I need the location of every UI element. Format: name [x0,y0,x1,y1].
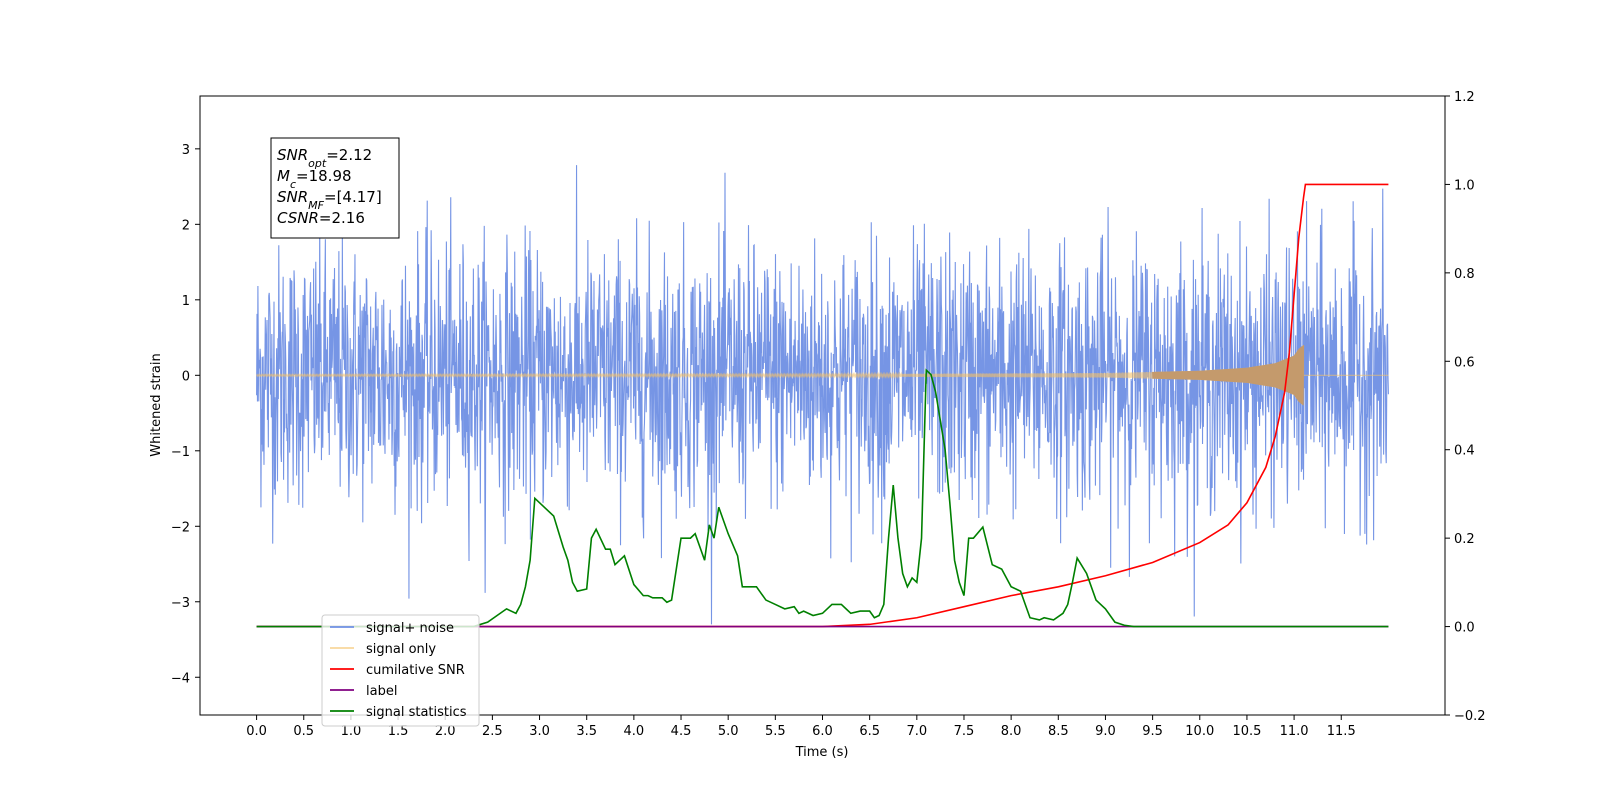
y-tick-label-right: 0.2 [1454,532,1475,547]
y-tick-label-left: −1 [171,445,190,460]
x-tick-label: 7.0 [906,724,927,739]
series-line-signal-only [256,345,1389,405]
legend-label-signal-only: signal only [366,642,436,657]
y-tick-label-left: 1 [182,294,190,309]
y-tick-label-left: −2 [171,520,190,535]
x-tick-label: 10.0 [1185,724,1214,739]
series-line-signal-noise [256,165,1389,625]
annotation-line: CSNR=2.16 [277,209,365,227]
y-tick-label-right: −0.2 [1454,709,1486,724]
y-axis-left: −4 −3 −2 −1 0 1 2 3 [171,143,200,686]
annotation-value: =18.98 [296,167,352,185]
legend-label-signal-noise: signal+ noise [366,621,454,636]
x-axis-title: Time (s) [795,745,849,760]
series-line-cumilative-snr [256,183,1389,628]
x-tick-label: 8.5 [1048,724,1069,739]
y-axis-title: Whitened strain [149,353,164,456]
x-tick-label: 4.0 [624,724,645,739]
annotation-frame [270,137,400,239]
annotation-symbol: CSNR [277,209,319,227]
x-tick-label: 3.5 [576,724,597,739]
annotation-line: Mc=18.98 [277,167,352,191]
legend: signal+ noise signal only cumilative SNR la… [321,614,480,727]
x-tick-label: 11.5 [1327,724,1356,739]
series-layer [256,165,1389,628]
legend-label-cumilative-snr: cumilative SNR [366,663,465,678]
annotation-subscript: c [290,178,296,191]
annotation-subscript: opt [308,157,327,170]
x-tick-label: 3.0 [529,724,550,739]
legend-label-signal-statistics: signal statistics [366,705,467,720]
y-tick-label-right: 0.6 [1454,355,1475,370]
y-tick-label-right: 0.0 [1454,621,1475,636]
x-tick-label: 1.0 [341,724,362,739]
x-tick-label: 11.0 [1280,724,1309,739]
annotation-value: =2.12 [326,146,372,164]
series-line-signal-statistics [256,368,1389,628]
y-tick-label-right: 1.0 [1454,178,1475,193]
x-tick-label: 6.0 [812,724,833,739]
annotation-value: =2.16 [319,209,365,227]
annotation-symbol: M [277,167,290,185]
x-axis: 0.0 0.5 1.0 1.5 2.0 2.5 3.0 3.5 4.0 4.5 5.0 5.5 6.0 6… [246,715,1356,739]
y-tick-label-left: 0 [182,369,190,384]
y-tick-label-left: 3 [182,143,190,158]
x-tick-label: 8.0 [1001,724,1022,739]
annotation-line: SNRMF=[4.17] [277,188,382,212]
x-tick-label: 6.5 [859,724,880,739]
x-tick-label: 7.5 [954,724,975,739]
x-tick-label: 0.5 [293,724,314,739]
annotation-symbol: SNR [277,146,308,164]
x-tick-label: 10.5 [1232,724,1261,739]
y-tick-label-left: −4 [171,671,190,686]
x-tick-label: 2.0 [435,724,456,739]
x-tick-label: 5.0 [718,724,739,739]
y-tick-label-right: 0.4 [1454,444,1475,459]
annotation-subscript: MF [308,199,324,212]
annotation-value: =[4.17] [324,188,382,206]
x-tick-label: 9.0 [1095,724,1116,739]
annotation-symbol: SNR [277,188,308,206]
legend-label-label: label [366,684,397,699]
y-tick-label-right: 0.8 [1454,267,1475,282]
series-line-signal-only-tail [1152,345,1305,406]
x-tick-label: 5.5 [765,724,786,739]
x-tick-label: 4.5 [671,724,692,739]
annotation-line: SNRopt=2.12 [277,146,372,170]
x-tick-label: 2.5 [482,724,503,739]
x-tick-label: 0.0 [246,724,267,739]
y-tick-label-right: 1.2 [1454,90,1475,105]
legend-frame [321,614,480,727]
y-axis-right: −0.2 0.0 0.2 0.4 0.6 0.8 1.0 1.2 [1445,90,1486,724]
x-tick-label: 9.5 [1142,724,1163,739]
y-tick-label-left: −3 [171,596,190,611]
x-tick-label: 1.5 [388,724,409,739]
y-tick-label-left: 2 [182,218,190,233]
